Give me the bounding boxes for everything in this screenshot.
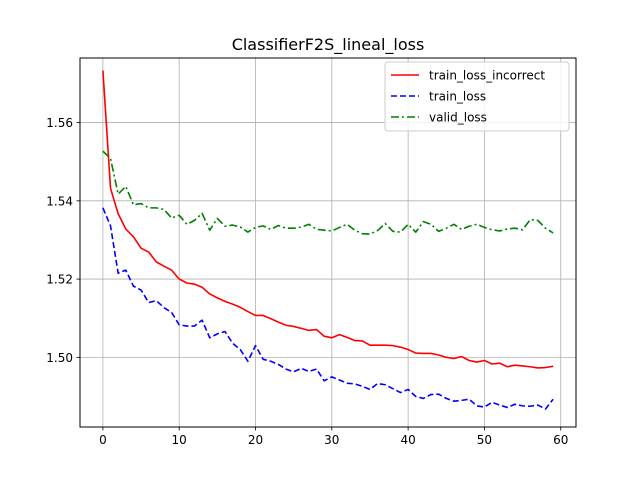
plot-series [102, 70, 554, 410]
y-tick-label: 1.56 [46, 116, 73, 130]
x-tick-label: 40 [400, 433, 415, 447]
y-tick-label: 1.50 [46, 351, 73, 365]
axis-ticks: 0 10 20 30 40 50 60 1.50 1.52 1.54 1.56 [46, 116, 568, 447]
series-line-train-loss-incorrect [102, 70, 554, 369]
x-tick-label: 60 [553, 433, 568, 447]
y-tick-label: 1.52 [46, 273, 73, 287]
legend: train_loss_incorrect train_loss valid_loss [384, 61, 570, 132]
legend-label-train-loss: train_loss [429, 90, 486, 104]
legend-label-train-loss-incorrect: train_loss_incorrect [429, 69, 545, 83]
x-tick-label: 0 [99, 433, 107, 447]
x-tick-label: 20 [248, 433, 263, 447]
y-tick-label: 1.54 [46, 194, 73, 208]
series-line-train-loss [102, 207, 554, 410]
series-line-valid-loss [102, 150, 554, 235]
x-tick-label: 10 [172, 433, 187, 447]
x-tick-label: 50 [477, 433, 492, 447]
plot-frame [79, 57, 577, 428]
legend-box [384, 61, 570, 132]
x-tick-label: 30 [324, 433, 339, 447]
chart-title: ClassifierF2S_lineal_loss [232, 35, 425, 55]
legend-label-valid-loss: valid_loss [429, 111, 487, 125]
